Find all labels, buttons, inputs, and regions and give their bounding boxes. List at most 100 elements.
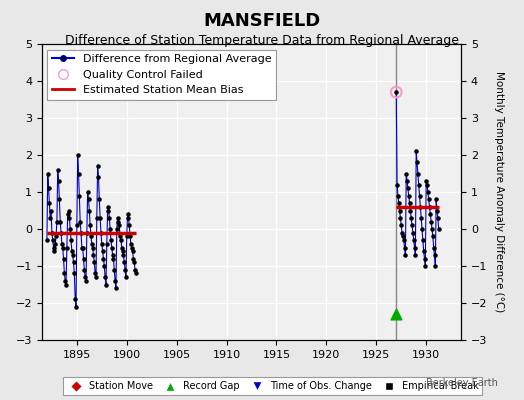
Point xyxy=(50,248,59,254)
Point xyxy=(68,248,76,254)
Point xyxy=(69,259,78,266)
Point xyxy=(420,255,429,262)
Point xyxy=(74,170,83,177)
Point xyxy=(430,244,438,251)
Point xyxy=(425,204,434,210)
Point xyxy=(127,244,136,251)
Point xyxy=(97,230,105,236)
Point xyxy=(393,182,401,188)
Legend: Station Move, Record Gap, Time of Obs. Change, Empirical Break: Station Move, Record Gap, Time of Obs. C… xyxy=(62,377,483,395)
Point xyxy=(63,244,71,251)
Point xyxy=(78,244,86,251)
Point xyxy=(123,211,132,218)
Point xyxy=(59,244,67,251)
Point xyxy=(86,222,94,228)
Point xyxy=(51,241,59,247)
Point xyxy=(127,241,135,247)
Point xyxy=(416,192,424,199)
Point xyxy=(424,196,433,203)
Point xyxy=(49,237,57,243)
Point xyxy=(413,170,422,177)
Point xyxy=(116,233,124,240)
Point xyxy=(73,222,81,228)
Point xyxy=(110,266,118,273)
Point xyxy=(43,170,52,177)
Point xyxy=(396,215,405,221)
Point xyxy=(124,215,133,221)
Point xyxy=(400,244,409,251)
Point xyxy=(405,192,413,199)
Point xyxy=(47,207,55,214)
Point xyxy=(55,196,63,203)
Point xyxy=(401,252,410,258)
Point xyxy=(87,233,95,240)
Point xyxy=(392,89,400,95)
Point xyxy=(101,274,110,280)
Point xyxy=(413,159,421,166)
Point xyxy=(48,230,56,236)
Point xyxy=(418,226,426,232)
Point xyxy=(426,211,434,218)
Point xyxy=(83,189,92,195)
Point xyxy=(434,226,443,232)
Point xyxy=(94,174,103,180)
Point xyxy=(416,204,424,210)
Point xyxy=(396,207,404,214)
Point xyxy=(100,263,108,269)
Point xyxy=(84,196,93,203)
Point xyxy=(107,244,116,251)
Point xyxy=(392,311,400,317)
Point xyxy=(91,270,100,277)
Point xyxy=(130,259,138,266)
Point xyxy=(53,218,61,225)
Point xyxy=(107,237,115,243)
Point xyxy=(89,244,97,251)
Point xyxy=(111,278,119,284)
Point xyxy=(105,215,114,221)
Point xyxy=(79,244,87,251)
Point xyxy=(410,237,418,243)
Point xyxy=(66,226,74,232)
Point xyxy=(45,200,53,206)
Point xyxy=(88,241,96,247)
Point xyxy=(422,178,430,184)
Point xyxy=(58,241,66,247)
Point xyxy=(421,263,430,269)
Point xyxy=(408,222,416,228)
Point xyxy=(43,237,51,243)
Point xyxy=(99,248,107,254)
Text: MANSFIELD: MANSFIELD xyxy=(203,12,321,30)
Point xyxy=(85,207,93,214)
Point xyxy=(121,266,129,273)
Point xyxy=(112,285,120,291)
Point xyxy=(428,226,436,232)
Point xyxy=(115,222,124,228)
Point xyxy=(75,192,83,199)
Point xyxy=(419,237,427,243)
Point xyxy=(63,211,72,218)
Point xyxy=(392,89,400,95)
Point xyxy=(117,244,126,251)
Point xyxy=(70,270,79,277)
Point xyxy=(119,252,128,258)
Point xyxy=(62,281,70,288)
Point xyxy=(129,255,138,262)
Point xyxy=(114,218,123,225)
Point xyxy=(73,152,82,158)
Point xyxy=(397,222,406,228)
Point xyxy=(131,266,139,273)
Point xyxy=(427,218,435,225)
Point xyxy=(45,185,53,192)
Point xyxy=(96,215,104,221)
Point xyxy=(394,192,402,199)
Legend: Difference from Regional Average, Quality Control Failed, Estimated Station Mean: Difference from Regional Average, Qualit… xyxy=(48,50,276,100)
Point xyxy=(103,241,111,247)
Point xyxy=(132,270,140,277)
Point xyxy=(99,255,107,262)
Point xyxy=(82,278,90,284)
Point xyxy=(122,274,130,280)
Point xyxy=(399,237,408,243)
Point xyxy=(423,182,431,188)
Point xyxy=(409,230,417,236)
Point xyxy=(97,241,106,247)
